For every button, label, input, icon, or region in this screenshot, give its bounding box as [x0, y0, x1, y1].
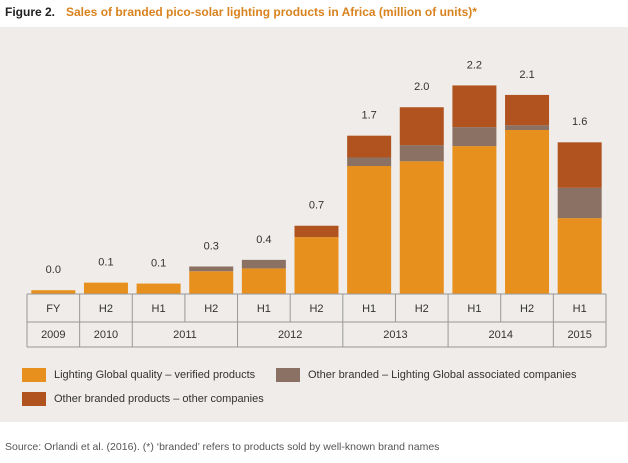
legend-label: Lighting Global quality – verified produ…	[54, 369, 256, 381]
x-tick-label: H2	[99, 303, 113, 315]
total-label: 2.2	[467, 59, 482, 71]
year-label: 2014	[488, 329, 512, 341]
total-label: 1.7	[361, 110, 376, 122]
bar-segment	[505, 125, 550, 130]
title-label: Figure 2.	[5, 5, 55, 19]
bar-segment	[452, 85, 497, 128]
legend-swatch	[22, 392, 46, 406]
total-label: 0.1	[151, 257, 166, 269]
x-tick-label: H1	[573, 303, 587, 315]
bar-segment	[557, 142, 602, 188]
x-tick-label: H2	[415, 303, 429, 315]
bar-segment	[136, 283, 181, 294]
bar-segment	[241, 268, 286, 294]
chart-title: Sales of branded pico-solar lighting pro…	[66, 5, 477, 19]
total-label: 1.6	[572, 116, 587, 128]
bar-segment	[83, 282, 128, 294]
year-label: 2013	[383, 329, 407, 341]
bar-segment	[505, 129, 550, 294]
bar-segment	[189, 271, 234, 294]
legend-label: Other branded – Lighting Global associat…	[308, 369, 577, 381]
total-label: 0.3	[204, 240, 219, 252]
bar-segment	[557, 187, 602, 219]
bar-segment	[399, 145, 444, 162]
bar-segment	[505, 94, 550, 126]
total-label: 0.0	[46, 264, 61, 276]
bar-segment	[347, 157, 392, 167]
bar-segment	[241, 259, 286, 269]
year-label: 2010	[94, 329, 118, 341]
x-tick-label: H2	[204, 303, 218, 315]
bar-segment	[399, 161, 444, 294]
total-label: 2.1	[519, 69, 534, 81]
bar-segment	[294, 237, 339, 294]
source: Source: Orlandi et al. (2016). (*) ‘bran…	[5, 441, 439, 453]
bar-segment	[31, 290, 76, 294]
year-label: 2012	[278, 329, 302, 341]
bar-segment	[452, 146, 497, 294]
year-label: 2009	[41, 329, 65, 341]
bar-segment	[399, 107, 444, 146]
legend-label: Other branded products – other companies	[54, 393, 264, 405]
bar-segment	[347, 135, 392, 158]
bar-segment	[189, 266, 234, 272]
x-tick-label: H1	[362, 303, 376, 315]
x-tick-label: H2	[520, 303, 534, 315]
x-tick-label: H1	[467, 303, 481, 315]
total-label: 0.1	[98, 257, 113, 269]
x-tick-label: H2	[309, 303, 323, 315]
total-label: 2.0	[414, 81, 429, 93]
legend-swatch	[276, 368, 300, 382]
legend-swatch	[22, 368, 46, 382]
total-label: 0.4	[256, 234, 271, 246]
year-label: 2015	[567, 329, 591, 341]
bar-segment	[347, 166, 392, 294]
year-label: 2011	[173, 329, 197, 341]
bar-segment	[452, 127, 497, 147]
x-tick-label: FY	[46, 303, 61, 315]
total-label: 0.7	[309, 200, 324, 212]
x-tick-label: H1	[257, 303, 271, 315]
bar-segment	[557, 218, 602, 294]
bar-segment	[294, 225, 339, 238]
x-tick-label: H1	[152, 303, 166, 315]
